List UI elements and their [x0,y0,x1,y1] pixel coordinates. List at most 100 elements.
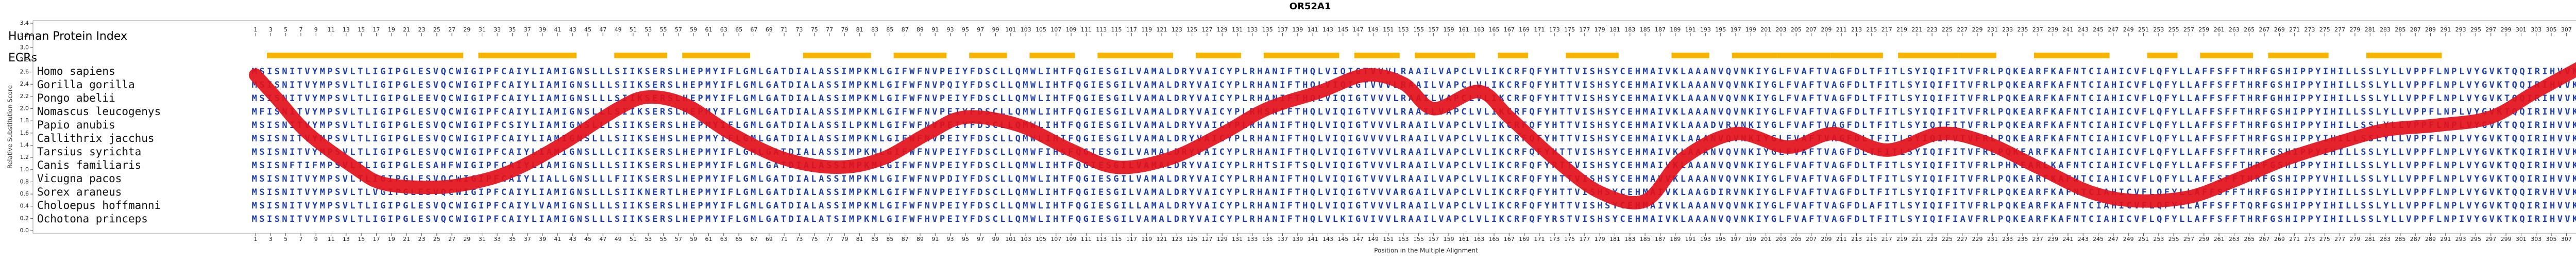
top-tick-label: 141 [1308,26,1318,33]
top-tick-label: 257 [2183,26,2194,33]
top-tick-label: 43 [569,26,577,33]
x-tick-label: 277 [2334,236,2345,243]
top-tick-label: 291 [2440,26,2451,33]
top-tick-label: 281 [2365,26,2376,33]
x-tick-label: 101 [1005,236,1016,243]
x-tick-label: 1 [254,236,258,243]
ecr-bar [1498,53,1528,58]
top-tick-label: 9 [314,26,318,33]
sequence: MSISNITVYMPSVLTLIGIPGLESVQCWIGIPFCAIYLIA… [252,67,2576,77]
top-tick-label: 65 [735,26,742,33]
top-tick-label: 293 [2455,26,2466,33]
x-tick-label: 171 [1534,236,1545,243]
x-tick-label: 57 [675,236,682,243]
top-tick-label: 247 [2108,26,2119,33]
top-tick-label: 167 [1504,26,1515,33]
top-tick-label: 73 [795,26,803,33]
x-tick-label: 3 [269,236,273,243]
top-tick-label: 127 [1201,26,1212,33]
top-tick-label: 205 [1791,26,1802,33]
x-tick-label: 31 [479,236,486,243]
x-tick-label: 271 [2289,236,2300,243]
top-tick-label: 289 [2425,26,2436,33]
x-tick-label: 253 [2153,236,2164,243]
x-tick-label: 119 [1141,236,1152,243]
x-tick-label: 129 [1217,236,1228,243]
y-tick-label: 2.2 [20,93,29,100]
x-tick-label: 163 [1473,236,1484,243]
top-tick-label: 117 [1126,26,1137,33]
top-tick-label: 193 [1700,26,1711,33]
x-tick-label: 105 [1036,236,1046,243]
y-tick-label: 0.2 [20,215,29,221]
top-tick-label: 159 [1443,26,1454,33]
top-tick-label: 275 [2319,26,2330,33]
top-tick-label: 35 [509,26,516,33]
ecr-bar [969,53,1007,58]
x-tick-label: 35 [509,236,516,243]
x-tick-label: 59 [690,236,697,243]
top-tick-label: 225 [1942,26,1953,33]
x-tick-label: 65 [735,236,742,243]
top-tick-label: 97 [977,26,984,33]
top-tick-label: 211 [1836,26,1847,33]
top-tick-label: 49 [615,26,622,33]
sequence: MSISNITVYMPSVLTLIGIPGLESVQCWIGIPFCAIYLVA… [252,201,2576,211]
top-tick-label: 19 [388,26,395,33]
ecr-bar [478,53,577,58]
x-tick-label: 219 [1896,236,1907,243]
top-tick-label: 75 [811,26,818,33]
x-tick-label: 123 [1172,236,1182,243]
x-tick-label: 17 [373,236,380,243]
top-tick-label: 235 [2017,26,2028,33]
top-tick-label: 277 [2334,26,2345,33]
top-tick-label: 123 [1172,26,1182,33]
x-tick-label: 303 [2531,236,2541,243]
x-tick-label: 37 [524,236,531,243]
species-name: Gorilla gorilla [37,78,135,91]
x-tick-label: 155 [1413,236,1424,243]
x-tick-label: 125 [1187,236,1197,243]
x-tick-label: 255 [2168,236,2179,243]
x-tick-label: 231 [1987,236,1998,243]
top-tick-label: 261 [2214,26,2225,33]
x-tick-label: 245 [2093,236,2104,243]
ecr-bar [682,53,751,58]
top-tick-label: 133 [1247,26,1258,33]
x-tick-label: 93 [947,236,954,243]
top-tick-label: 27 [448,26,455,33]
y-tick-label: 1.6 [20,130,29,136]
x-tick-label: 21 [403,236,410,243]
top-tick-label: 203 [1775,26,1786,33]
x-tick-label: 289 [2425,236,2436,243]
top-tick-label: 85 [886,26,893,33]
top-tick-label: 1 [254,26,258,33]
y-tick-label: 1.2 [20,154,29,160]
ecr-bar [2147,53,2178,58]
top-tick-label: 175 [1564,26,1575,33]
x-tick-label: 159 [1443,236,1454,243]
top-tick-label: 57 [675,26,682,33]
top-tick-label: 139 [1292,26,1303,33]
x-tick-label: 111 [1081,236,1092,243]
x-tick-label: 223 [1927,236,1938,243]
top-tick-label: 31 [479,26,486,33]
x-tick-label: 259 [2198,236,2209,243]
x-tick-label: 209 [1821,236,1832,243]
x-tick-label: 175 [1564,236,1575,243]
top-tick-label: 303 [2531,26,2541,33]
top-tick-label: 153 [1398,26,1409,33]
top-tick-label: 61 [705,26,712,33]
top-tick-label: 243 [2078,26,2089,33]
score-line [249,62,2576,209]
top-tick-label: 53 [645,26,652,33]
x-tick-label: 55 [660,236,667,243]
x-tick-label: 217 [1882,236,1892,243]
x-tick-label: 243 [2078,236,2089,243]
top-tick-label: 265 [2244,26,2255,33]
x-tick-label: 167 [1504,236,1515,243]
x-tick-label: 235 [2017,236,2028,243]
top-tick-label: 157 [1428,26,1439,33]
top-tick-label: 145 [1337,26,1348,33]
top-tick-label: 263 [2229,26,2240,33]
